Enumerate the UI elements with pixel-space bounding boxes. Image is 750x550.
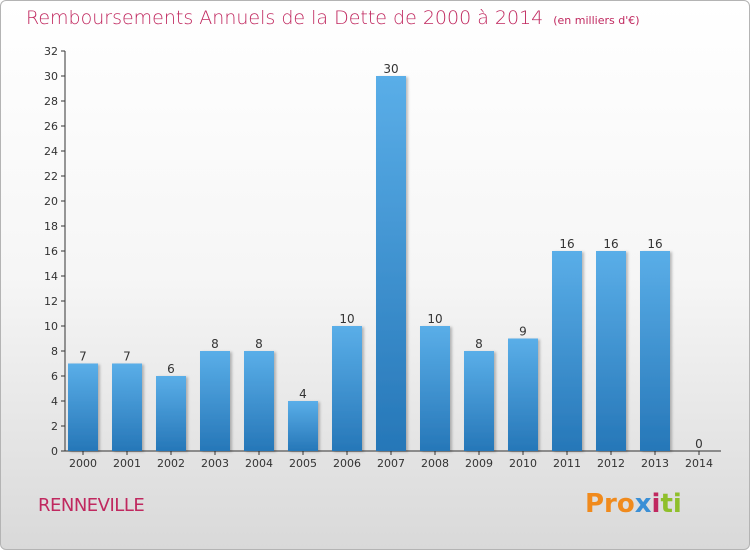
y-tick-label: 10 xyxy=(44,320,58,333)
proxiti-logo: Proxiti xyxy=(585,489,682,519)
bar-value-label: 7 xyxy=(123,350,131,364)
bar xyxy=(508,338,538,451)
y-tick-label: 26 xyxy=(44,120,58,133)
bar-value-label: 10 xyxy=(339,312,354,326)
x-tick-label: 2008 xyxy=(421,457,449,470)
bar-value-label: 7 xyxy=(79,350,87,364)
bar xyxy=(376,76,406,451)
y-tick-label: 24 xyxy=(44,145,58,158)
bar-value-label: 4 xyxy=(299,387,307,401)
bar-value-label: 16 xyxy=(647,237,662,251)
logo-part-1: Pro xyxy=(585,489,635,519)
x-tick-label: 2006 xyxy=(333,457,361,470)
x-tick-label: 2014 xyxy=(685,457,713,470)
x-tick-label: 2012 xyxy=(597,457,625,470)
bar-value-label: 0 xyxy=(695,437,703,451)
y-tick-label: 8 xyxy=(51,345,58,358)
x-tick-label: 2002 xyxy=(157,457,185,470)
logo-part-2: x xyxy=(634,489,652,519)
y-tick-label: 22 xyxy=(44,170,58,183)
y-tick-label: 18 xyxy=(44,220,58,233)
y-tick-label: 14 xyxy=(44,270,58,283)
bar-value-label: 8 xyxy=(475,337,483,351)
y-tick-label: 32 xyxy=(44,45,58,58)
y-tick-label: 12 xyxy=(44,295,58,308)
x-tick-label: 2009 xyxy=(465,457,493,470)
y-tick-label: 4 xyxy=(51,395,58,408)
x-tick-label: 2011 xyxy=(553,457,581,470)
bar-value-label: 6 xyxy=(167,362,175,376)
bar-value-label: 8 xyxy=(255,337,263,351)
x-tick-label: 2013 xyxy=(641,457,669,470)
y-tick-label: 6 xyxy=(51,370,58,383)
x-tick-label: 2007 xyxy=(377,457,405,470)
x-tick-label: 2004 xyxy=(245,457,273,470)
bar xyxy=(552,251,582,451)
logo-part-3: i xyxy=(651,489,661,519)
bar xyxy=(464,351,494,451)
y-tick-label: 16 xyxy=(44,245,58,258)
y-tick-label: 28 xyxy=(44,95,58,108)
x-tick-label: 2010 xyxy=(509,457,537,470)
chart-subtitle: (en milliers d'€) xyxy=(553,14,640,27)
bar-value-label: 10 xyxy=(427,312,442,326)
chart-title: Remboursements Annuels de la Dette de 20… xyxy=(26,7,544,29)
chart-title-block: Remboursements Annuels de la Dette de 20… xyxy=(26,7,640,29)
x-tick-label: 2005 xyxy=(289,457,317,470)
bar xyxy=(596,251,626,451)
x-tick-label: 2000 xyxy=(69,457,97,470)
y-tick-label: 2 xyxy=(51,420,58,433)
bar xyxy=(420,326,450,451)
bar xyxy=(200,351,230,451)
bar xyxy=(244,351,274,451)
bar xyxy=(112,363,142,451)
bar-value-label: 30 xyxy=(383,62,398,76)
bar-value-label: 16 xyxy=(603,237,618,251)
town-name: RENNEVILLE xyxy=(38,495,145,516)
y-tick-label: 30 xyxy=(44,70,58,83)
x-tick-label: 2001 xyxy=(113,457,141,470)
bar xyxy=(332,326,362,451)
bar-value-label: 16 xyxy=(559,237,574,251)
bar xyxy=(640,251,670,451)
bar-value-label: 9 xyxy=(519,325,527,339)
x-tick-label: 2003 xyxy=(201,457,229,470)
bar xyxy=(288,401,318,451)
y-tick-label: 20 xyxy=(44,195,58,208)
bar-value-label: 8 xyxy=(211,337,219,351)
bar xyxy=(156,376,186,451)
bar xyxy=(68,363,98,451)
y-tick-label: 0 xyxy=(51,445,58,458)
logo-part-4: ti xyxy=(660,489,682,519)
